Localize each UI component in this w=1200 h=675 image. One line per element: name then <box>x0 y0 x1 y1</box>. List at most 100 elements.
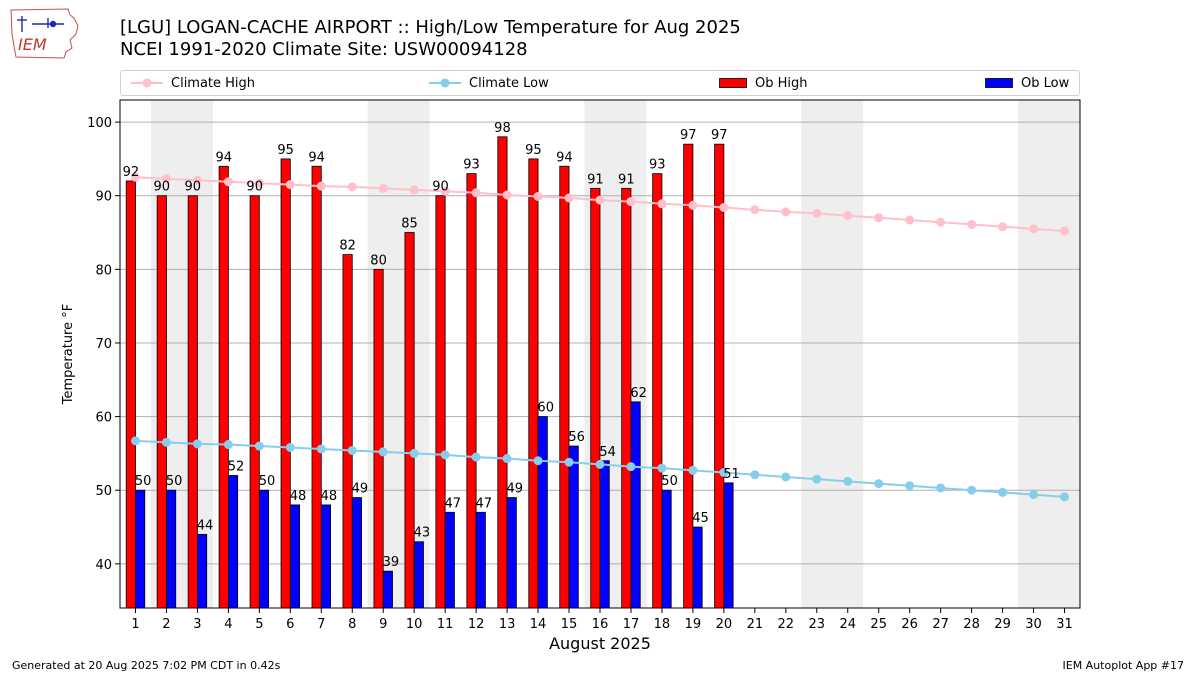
climate-high-point-day-14 <box>533 191 543 201</box>
x-tick-label-20: 20 <box>716 617 733 632</box>
climate-low-point-day-28 <box>967 485 977 495</box>
ob-low-label-day-9: 39 <box>383 555 400 570</box>
climate-low-point-day-13 <box>502 454 512 464</box>
legend-swatch-ob-low <box>985 78 1013 88</box>
x-tick-label-22: 22 <box>778 617 795 632</box>
ob-low-bar-day-12 <box>475 511 486 609</box>
x-tick-label-21: 21 <box>747 617 764 632</box>
climate-high-point-day-8 <box>347 182 357 192</box>
climate-low-point-day-3 <box>192 439 202 449</box>
ob-low-bar-day-6 <box>289 504 301 609</box>
ob-high-bar-day-7 <box>311 165 322 609</box>
ob-high-bar-day-13 <box>497 136 508 609</box>
y-tick-label-70: 70 <box>95 337 112 352</box>
ob-low-label-day-11: 47 <box>445 496 462 511</box>
x-tick-label-29: 29 <box>994 617 1011 632</box>
ob-high-bar-day-2 <box>156 195 167 609</box>
climate-high-point-day-4 <box>223 177 233 187</box>
climate-high-point-day-16 <box>595 195 605 205</box>
climate-low-point-day-26 <box>905 481 915 491</box>
ob-low-bar-day-2 <box>166 489 177 609</box>
ob-high-bar-day-20 <box>714 143 725 609</box>
plot-frame <box>119 99 1081 609</box>
climate-high-point-day-28 <box>967 219 977 229</box>
ob-low-bar-day-3 <box>197 533 208 609</box>
climate-low-point-day-27 <box>936 483 946 493</box>
climate-low-point-day-6 <box>285 443 295 453</box>
ob-low-label-day-18: 50 <box>661 474 678 489</box>
climate-low-point-day-22 <box>781 472 791 482</box>
climate-high-point-day-1 <box>130 172 140 182</box>
ob-low-label-day-5: 50 <box>259 474 276 489</box>
legend-label-ob-low: Ob Low <box>1021 75 1070 91</box>
ob-low-bar-day-5 <box>258 489 270 609</box>
climate-high-line <box>135 176 1065 233</box>
ob-low-bar-day-8 <box>351 497 362 609</box>
ob-low-bar-day-13 <box>506 497 517 609</box>
x-tick-label-8: 8 <box>348 617 356 632</box>
legend-item-climate-low: Climate Low <box>429 71 549 95</box>
ob-high-label-day-8: 82 <box>339 239 356 254</box>
climate-high-point-day-5 <box>254 178 264 188</box>
ob-high-label-day-17: 91 <box>618 172 635 187</box>
ob-low-bar-day-17 <box>630 401 641 609</box>
weekend-shade-day-3 <box>181 100 213 608</box>
weekend-shade-day-23 <box>801 100 833 608</box>
legend-item-climate-high: Climate High <box>131 71 255 95</box>
iem-logo: IEM <box>8 6 82 60</box>
footer-generated: Generated at 20 Aug 2025 7:02 PM CDT in … <box>12 659 281 672</box>
ob-low-label-day-16: 54 <box>599 445 616 460</box>
climate-high-point-day-15 <box>564 193 574 203</box>
ob-high-label-day-9: 80 <box>370 253 387 268</box>
x-tick-label-16: 16 <box>592 617 609 632</box>
ob-high-bar-day-1 <box>125 180 136 609</box>
climate-low-point-day-20 <box>719 468 729 478</box>
climate-high-point-day-19 <box>688 200 698 210</box>
ob-low-label-day-10: 43 <box>414 526 431 541</box>
x-tick-label-24: 24 <box>839 617 856 632</box>
ob-low-label-day-17: 62 <box>630 386 647 401</box>
ob-high-label-day-12: 93 <box>463 158 480 173</box>
x-tick-label-13: 13 <box>499 617 516 632</box>
x-tick-label-27: 27 <box>932 617 949 632</box>
climate-high-point-day-11 <box>440 186 450 196</box>
ob-high-bar-day-8 <box>342 254 353 609</box>
y-tick-label-100: 100 <box>87 116 112 131</box>
ob-low-bar-day-18 <box>661 489 672 609</box>
chart-legend: Climate High Climate Low Ob High Ob Low <box>120 70 1080 96</box>
climate-low-point-day-1 <box>130 436 140 446</box>
weekend-shade-day-30 <box>1018 100 1050 608</box>
weekend-shade-day-2 <box>150 100 182 608</box>
y-tick-label-80: 80 <box>95 263 112 278</box>
ob-low-label-day-7: 48 <box>321 489 338 504</box>
climate-high-point-day-21 <box>750 205 760 215</box>
ob-low-label-day-12: 47 <box>476 496 493 511</box>
climate-high-point-day-20 <box>719 202 729 212</box>
x-tick-label-11: 11 <box>437 617 454 632</box>
x-tick-label-10: 10 <box>406 617 423 632</box>
ob-high-bar-day-6 <box>280 158 291 609</box>
ob-high-bar-day-5 <box>249 195 260 609</box>
ob-low-bar-day-14 <box>537 416 548 609</box>
ob-high-bar-day-9 <box>373 268 384 609</box>
ob-high-bar-day-11 <box>435 195 446 609</box>
climate-high-point-day-3 <box>192 175 202 185</box>
climate-low-point-day-17 <box>626 462 636 472</box>
climate-low-point-day-21 <box>750 470 760 480</box>
ob-low-bar-day-11 <box>444 511 455 609</box>
legend-swatch-climate-low <box>429 78 461 88</box>
climate-high-point-day-25 <box>874 213 884 223</box>
climate-low-point-day-14 <box>533 456 543 466</box>
legend-label-climate-low: Climate Low <box>469 75 549 91</box>
ob-low-label-day-13: 49 <box>506 482 523 497</box>
logo-text: IEM <box>18 35 47 54</box>
legend-item-ob-high: Ob High <box>719 71 808 95</box>
climate-high-point-day-12 <box>471 188 481 198</box>
ob-high-label-day-19: 97 <box>680 128 697 143</box>
ob-high-label-day-4: 94 <box>215 150 232 165</box>
ob-high-bar-day-16 <box>590 187 601 609</box>
footer-app: IEM Autoplot App #17 <box>1062 659 1185 672</box>
climate-low-point-day-11 <box>440 450 450 460</box>
climate-low-point-day-31 <box>1060 492 1070 502</box>
climate-high-point-day-22 <box>781 207 791 217</box>
